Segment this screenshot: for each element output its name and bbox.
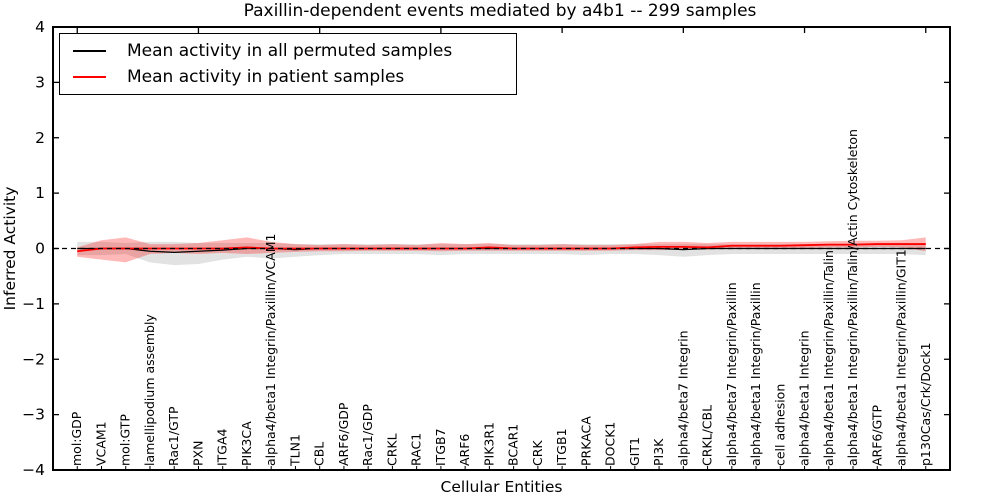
x-tick-label: alpha4/beta1 Integrin/Paxillin/VCAM1: [263, 234, 278, 466]
x-tick-label: PRKACA: [578, 416, 593, 466]
x-tick-label: GIT1: [627, 437, 642, 466]
x-tick-label: CRK: [530, 440, 545, 466]
x-tick-label: CBL: [312, 442, 327, 466]
chart-title: Paxillin-dependent events mediated by a4…: [243, 1, 757, 21]
x-tick-label: CRKL: [384, 433, 399, 466]
legend: Mean activity in all permuted samples Me…: [59, 33, 517, 95]
x-tick-label: alpha4/beta7 Integrin: [675, 330, 690, 466]
x-tick-label: ARF6/GDP: [336, 402, 351, 466]
x-ticks: [76, 27, 927, 470]
legend-line-permuted-icon: [73, 50, 106, 52]
svg-text:−1: −1: [22, 295, 45, 313]
x-tick-label: PXN: [190, 441, 205, 466]
x-tick-label: VCAM1: [93, 421, 108, 466]
x-tick-label: mol:GTP: [118, 414, 133, 466]
x-tick-label: p130Cas/Crk/Dock1: [918, 342, 933, 466]
x-tick-label: Rac1/GTP: [166, 406, 181, 466]
x-tick-label: lamellipodium assembly: [142, 314, 157, 466]
axis-labels: Inferred Activity Cellular Entities: [1, 187, 562, 496]
x-tick-label: BCAR1: [506, 424, 521, 466]
legend-label-patient: Mean activity in patient samples: [127, 67, 405, 87]
x-tick-label: ITGB7: [433, 428, 448, 466]
x-tick-label: ARF6: [457, 434, 472, 466]
x-tick-label: alpha4/beta7 Integrin/Paxillin: [724, 282, 739, 466]
x-axis-label: Cellular Entities: [441, 478, 563, 496]
legend-line-patient-icon: [73, 76, 106, 78]
x-tick-label: RAC1: [409, 433, 424, 466]
x-tick-label: alpha4/beta1 Integrin/Paxillin/Talin: [821, 250, 836, 466]
svg-text:3: 3: [35, 73, 45, 91]
svg-text:−2: −2: [22, 350, 45, 368]
x-tick-labels: mol:GDP VCAM1 mol:GTP lamellipodium assembl…: [69, 129, 933, 467]
legend-label-permuted: Mean activity in all permuted samples: [127, 41, 453, 61]
svg-text:−4: −4: [22, 461, 45, 479]
x-tick-label: PIK3R1: [481, 422, 496, 466]
x-tick-label: PI3K: [651, 438, 666, 466]
svg-text:4: 4: [35, 18, 45, 36]
svg-text:−3: −3: [22, 406, 45, 424]
y-tick-labels: −4 −3 −2 −1 0 1 2 3 4: [22, 18, 45, 479]
x-tick-label: DOCK1: [603, 422, 618, 466]
x-tick-label: alpha4/beta1 Integrin: [797, 330, 812, 466]
x-tick-label: ITGB1: [554, 428, 569, 466]
x-tick-label: TLN1: [287, 434, 302, 467]
y-ticks: [53, 26, 950, 471]
legend-item-patient: Mean activity in patient samples: [73, 64, 516, 90]
svg-text:1: 1: [35, 184, 45, 202]
y-axis-label: Inferred Activity: [1, 187, 19, 311]
x-tick-label: alpha4/beta1 Integrin/Paxillin/Talin/Act…: [845, 129, 860, 466]
x-tick-label: Rac1/GDP: [360, 404, 375, 466]
x-tick-label: cell adhesion: [772, 384, 787, 466]
x-tick-label: ITGA4: [215, 428, 230, 466]
svg-text:0: 0: [35, 240, 45, 258]
x-tick-label: mol:GDP: [69, 411, 84, 466]
x-tick-label: PIK3CA: [239, 421, 254, 466]
svg-text:2: 2: [35, 129, 45, 147]
x-tick-label: ARF6/GTP: [869, 405, 884, 466]
x-tick-label: alpha4/beta1 Integrin/Paxillin/GIT1: [894, 249, 909, 466]
patient-band: [77, 237, 926, 263]
legend-item-permuted: Mean activity in all permuted samples: [73, 38, 516, 64]
x-tick-label: alpha4/beta1 Integrin/Paxillin: [748, 282, 763, 466]
x-tick-label: CRKL/CBL: [700, 405, 715, 466]
